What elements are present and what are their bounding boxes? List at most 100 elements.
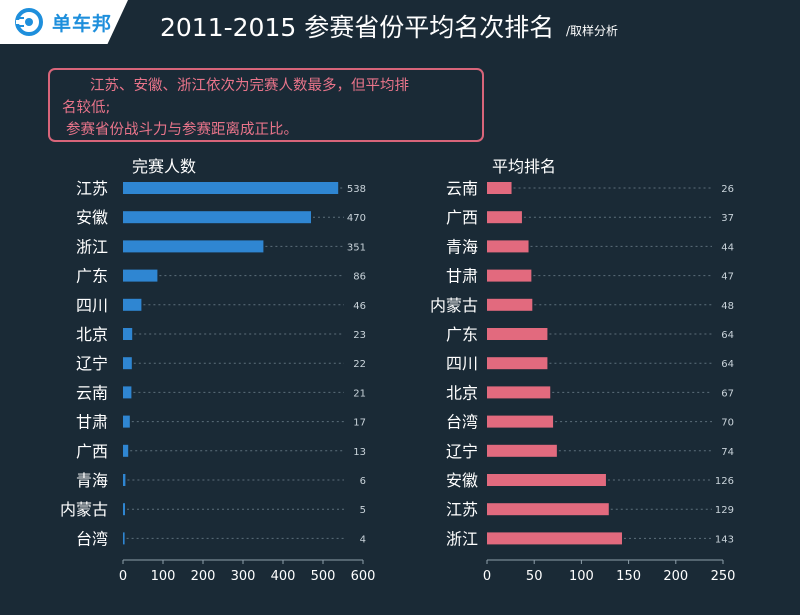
chart-0-category-label: 台湾 xyxy=(76,529,108,548)
chart-0-category-label: 广西 xyxy=(76,442,108,461)
chart-1-value-label: 44 xyxy=(721,242,734,253)
chart-1-bar xyxy=(487,240,529,253)
header: 单车邦 2011-2015 参赛省份平均名次排名 /取样分析 xyxy=(0,0,800,58)
chart-1-category-label: 广东 xyxy=(446,325,478,344)
bike-logo-icon xyxy=(15,8,43,36)
chart-1-value-label: 67 xyxy=(721,388,734,399)
chart-1-bar xyxy=(487,357,548,370)
chart-0-x-tick-label: 500 xyxy=(311,569,336,584)
chart-1-category-label: 青海 xyxy=(446,237,478,256)
chart-1-category-label: 广西 xyxy=(446,208,478,227)
chart-1-value-label: 143 xyxy=(715,534,734,545)
chart-0-category-label: 浙江 xyxy=(76,237,108,256)
page-title: 2011-2015 参赛省份平均名次排名 xyxy=(160,13,555,42)
chart-1-bar xyxy=(487,415,554,428)
chart-1-bar xyxy=(487,386,551,399)
chart-0-value-label: 351 xyxy=(347,242,366,253)
chart-1-value-label: 26 xyxy=(721,184,734,195)
chart-0-value-label: 46 xyxy=(353,301,366,312)
chart-1-x-tick-label: 50 xyxy=(526,569,543,584)
chart-0-x-tick-label: 400 xyxy=(271,569,296,584)
chart-1-value-label: 126 xyxy=(715,476,734,487)
brand-name: 单车邦 xyxy=(52,13,113,35)
chart-1-category-label: 浙江 xyxy=(446,529,478,548)
chart-1-bar xyxy=(487,532,622,545)
chart-1-x-tick-label: 200 xyxy=(663,569,688,584)
chart-1-title: 平均排名 xyxy=(492,157,556,176)
chart-0-bar xyxy=(123,444,129,457)
chart-0-value-label: 5 xyxy=(360,505,366,516)
chart-1-bar xyxy=(487,269,532,282)
chart-1-x-tick-label: 0 xyxy=(483,569,491,584)
chart-0-bar xyxy=(123,269,158,282)
chart-0-x-tick-label: 600 xyxy=(351,569,376,584)
chart-1-x-tick-label: 150 xyxy=(616,569,641,584)
chart-1-bar xyxy=(487,328,548,340)
chart-1-category-label: 内蒙古 xyxy=(430,296,478,315)
chart-1-x-tick-label: 100 xyxy=(569,569,594,584)
note-line-1: 江苏、安徽、浙江依次为完赛人数最多，但平均排 xyxy=(90,78,409,94)
chart-0-category-label: 内蒙古 xyxy=(60,500,108,519)
chart-1-value-label: 129 xyxy=(715,505,734,516)
chart-1-value-label: 70 xyxy=(721,418,734,429)
chart-0-x-tick-label: 300 xyxy=(231,569,256,584)
chart-0-bar xyxy=(123,386,132,399)
page-subtitle: /取样分析 xyxy=(566,24,619,38)
chart-0-bar xyxy=(123,503,125,516)
chart-0-category-label: 安徽 xyxy=(76,208,108,227)
chart-1-x-tick-label: 250 xyxy=(711,569,736,584)
chart-0-x-tick-label: 100 xyxy=(151,569,176,584)
chart-0-bar xyxy=(123,298,142,311)
chart-0-value-label: 21 xyxy=(353,388,366,399)
chart-1-value-label: 47 xyxy=(721,272,734,283)
chart-1-category-label: 江苏 xyxy=(446,500,478,519)
note-box: 江苏、安徽、浙江依次为完赛人数最多，但平均排 名较低; 参赛省份战斗力与参赛距离… xyxy=(48,68,484,142)
chart-1-category-label: 北京 xyxy=(446,383,478,402)
chart-1-bar xyxy=(487,182,512,194)
chart-0-bar xyxy=(123,357,132,370)
chart-1-category-label: 云南 xyxy=(446,179,478,198)
note-line-2: 名较低; xyxy=(62,100,111,116)
chart-0-value-label: 6 xyxy=(360,476,366,487)
chart-1-value-label: 37 xyxy=(721,213,734,224)
chart-0-category-label: 广东 xyxy=(76,267,108,286)
chart-0-value-label: 86 xyxy=(353,272,366,283)
chart-1-bar xyxy=(487,298,533,311)
chart-0-x-tick-label: 0 xyxy=(119,569,127,584)
chart-0-category-label: 北京 xyxy=(76,325,108,344)
chart-1-value-label: 64 xyxy=(721,330,734,341)
chart-0-category-label: 云南 xyxy=(76,383,108,402)
chart-1-bar xyxy=(487,444,557,457)
chart-0-bar xyxy=(123,240,264,253)
chart-0-value-label: 470 xyxy=(347,213,366,224)
chart-0-bar xyxy=(123,328,133,340)
chart-0-value-label: 17 xyxy=(353,418,366,429)
chart-1-value-label: 64 xyxy=(721,359,734,370)
chart-1-category-label: 台湾 xyxy=(446,413,478,432)
note-line-3: 参赛省份战斗力与参赛距离成正比。 xyxy=(66,122,298,138)
chart-0-bar xyxy=(123,474,126,486)
chart-0-value-label: 22 xyxy=(353,359,366,370)
chart-0-bar xyxy=(123,182,339,194)
chart-1-value-label: 74 xyxy=(721,447,734,458)
chart-0-value-label: 538 xyxy=(347,184,366,195)
chart-0-title: 完赛人数 xyxy=(132,157,196,176)
chart-0-bar xyxy=(123,532,125,545)
chart-1-category-label: 辽宁 xyxy=(446,442,478,461)
chart-0-category-label: 甘肃 xyxy=(76,413,108,432)
chart-0-category-label: 四川 xyxy=(76,296,108,315)
chart-0-value-label: 4 xyxy=(360,534,366,545)
chart-1-bar xyxy=(487,211,522,224)
chart-1-value-label: 48 xyxy=(721,301,734,312)
chart-1-category-label: 安徽 xyxy=(446,471,478,490)
chart-0-bar xyxy=(123,415,130,428)
chart-1-category-label: 甘肃 xyxy=(446,267,478,286)
chart-0-x-tick-label: 200 xyxy=(191,569,216,584)
chart-1-bar xyxy=(487,503,609,516)
chart-0-value-label: 13 xyxy=(353,447,366,458)
chart-0-category-label: 青海 xyxy=(76,471,108,490)
chart-0-value-label: 23 xyxy=(353,330,366,341)
chart-1-bar xyxy=(487,474,606,486)
chart-1-category-label: 四川 xyxy=(446,354,478,373)
